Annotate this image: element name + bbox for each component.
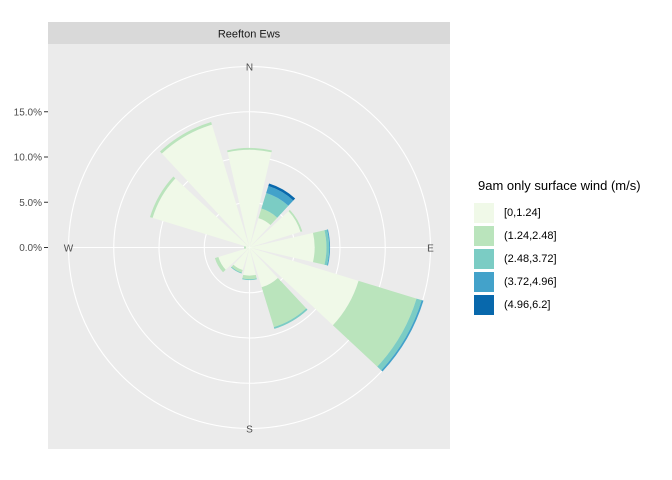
radial-tick-label: 0.0% (19, 243, 42, 254)
direction-label-w: W (64, 244, 74, 255)
sector-90-bin-3 (327, 229, 331, 266)
sector-60-bin-0 (249, 211, 301, 248)
sector-30-bin-2 (261, 192, 289, 218)
sector-180-bin-1 (242, 274, 257, 280)
sector-150-bin-1 (261, 277, 307, 328)
legend-label: (4.96,6.2] (504, 298, 551, 311)
legend-label: (2.48,3.72] (504, 252, 557, 265)
legend-key (474, 271, 494, 292)
legend-label: [0,1.24] (504, 206, 541, 219)
legend-label: (1.24,2.48] (504, 229, 557, 242)
sector-90-bin-0 (249, 232, 315, 263)
sector-300-bin-1 (149, 176, 176, 218)
sector-0-bin-1 (227, 147, 272, 153)
legend-key (474, 225, 494, 246)
facet-strip (48, 22, 450, 44)
sector-120-bin-1 (332, 280, 417, 367)
legend-item: (2.48,3.72] (474, 247, 669, 270)
sector-270-bin-0 (245, 246, 250, 249)
sector-60-bin-1 (288, 209, 303, 232)
sector-90-bin-2 (324, 229, 330, 266)
legend-title: 9am only surface wind (m/s) (478, 178, 641, 193)
sector-120-bin-0 (249, 247, 359, 326)
radial-axis: 0.0% 5.0% 10.0% 15.0% (14, 107, 48, 254)
legend-label: (3.72,4.96] (504, 275, 557, 288)
radial-tick-label: 15.0% (14, 107, 42, 118)
radial-tick-label: 10.0% (14, 153, 42, 164)
legend-item: (4.96,6.2] (474, 293, 669, 316)
sector-150-bin-0 (249, 247, 278, 288)
sector-30-bin-1 (258, 208, 278, 225)
sector-90-bin-1 (312, 230, 327, 265)
sector-240-bin-1 (214, 257, 226, 273)
legend-item: (3.72,4.96] (474, 270, 669, 293)
legend-key (474, 202, 494, 223)
legend: 9am only surface wind (m/s) [0,1.24] (1.2… (474, 178, 669, 316)
radial-tick-label: 5.0% (19, 198, 42, 209)
legend-item: (1.24,2.48] (474, 224, 669, 247)
sector-240-bin-0 (218, 247, 250, 270)
legend-key (474, 248, 494, 269)
sector-30-bin-3 (266, 186, 294, 206)
sector-210-bin-2 (230, 266, 242, 274)
legend-item: [0,1.24] (474, 201, 669, 224)
sector-180-bin-0 (243, 247, 256, 276)
sector-30-bin-0 (249, 218, 271, 248)
sector-120-bin-2 (377, 298, 422, 371)
sector-0-bin-0 (227, 149, 272, 248)
sector-300-bin-0 (152, 178, 250, 248)
direction-labels: N E S W (64, 63, 434, 436)
sector-210-bin-0 (233, 247, 250, 271)
sector-150-bin-2 (273, 308, 308, 329)
direction-label-n: N (246, 63, 253, 74)
direction-label-e: E (427, 244, 434, 255)
sector-210-bin-1 (231, 264, 243, 273)
legend-items: [0,1.24] (1.24,2.48] (2.48,3.72] (3.72,4.96… (474, 201, 669, 316)
sector-330-bin-0 (161, 124, 250, 248)
sector-270-bin-1 (244, 246, 246, 249)
sector-180-bin-2 (242, 278, 257, 281)
facet-label: Reefton Ews (218, 29, 281, 41)
sector-30-bin-4 (268, 183, 296, 201)
wind-sectors (149, 122, 424, 372)
sector-330-bin-1 (160, 122, 212, 154)
legend-key (474, 294, 494, 315)
direction-label-s: S (246, 425, 253, 436)
